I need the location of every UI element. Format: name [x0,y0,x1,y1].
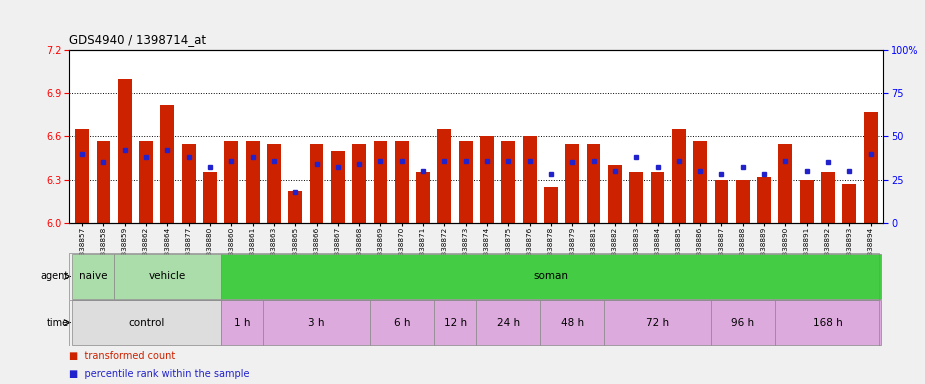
Bar [370,300,434,345]
Bar [864,112,878,223]
Bar [374,141,388,223]
Bar [714,180,728,223]
Bar [139,141,153,223]
Bar [604,300,710,345]
Bar [246,141,260,223]
Bar [182,144,195,223]
Bar [117,79,131,223]
Text: ■  transformed count: ■ transformed count [69,351,176,361]
Bar [225,141,239,223]
Bar [693,141,707,223]
Bar [800,180,814,223]
Bar [416,172,430,223]
Text: 1 h: 1 h [234,318,251,328]
Text: 6 h: 6 h [393,318,410,328]
Text: control: control [128,318,165,328]
Text: time: time [47,318,69,328]
Bar [540,300,604,345]
Bar [221,254,882,299]
Text: 96 h: 96 h [731,318,754,328]
Bar [476,300,540,345]
Bar [71,300,221,345]
Bar [629,172,643,223]
Bar [565,144,579,223]
Bar [608,165,622,223]
Bar [331,151,345,223]
Bar [672,129,685,223]
Text: 72 h: 72 h [646,318,669,328]
Bar [459,141,473,223]
Bar [71,254,114,299]
Text: 48 h: 48 h [561,318,584,328]
Bar [267,144,281,223]
Text: naive: naive [79,271,107,281]
Bar [395,141,409,223]
Bar [710,300,775,345]
Bar [352,144,366,223]
Bar [75,129,89,223]
Text: GDS4940 / 1398714_at: GDS4940 / 1398714_at [69,33,206,46]
Bar [96,141,110,223]
Text: 168 h: 168 h [813,318,843,328]
Bar [775,300,882,345]
Bar [160,105,174,223]
Text: soman: soman [534,271,569,281]
Bar [586,144,600,223]
Text: agent: agent [41,271,69,281]
Bar [221,300,264,345]
Bar [843,184,857,223]
Bar [289,191,302,223]
Bar [821,172,835,223]
Bar [434,300,476,345]
Text: 24 h: 24 h [497,318,520,328]
Bar [523,136,536,223]
Bar [114,254,221,299]
Bar [779,144,793,223]
Bar [501,141,515,223]
Bar [544,187,558,223]
Bar [310,144,324,223]
Text: 3 h: 3 h [308,318,325,328]
Bar [735,180,749,223]
Bar [264,300,370,345]
Bar [204,172,217,223]
Text: vehicle: vehicle [149,271,186,281]
Bar [438,129,451,223]
Bar [480,136,494,223]
Bar [650,172,664,223]
Bar [758,177,771,223]
Text: ■  percentile rank within the sample: ■ percentile rank within the sample [69,369,250,379]
Text: 12 h: 12 h [443,318,466,328]
